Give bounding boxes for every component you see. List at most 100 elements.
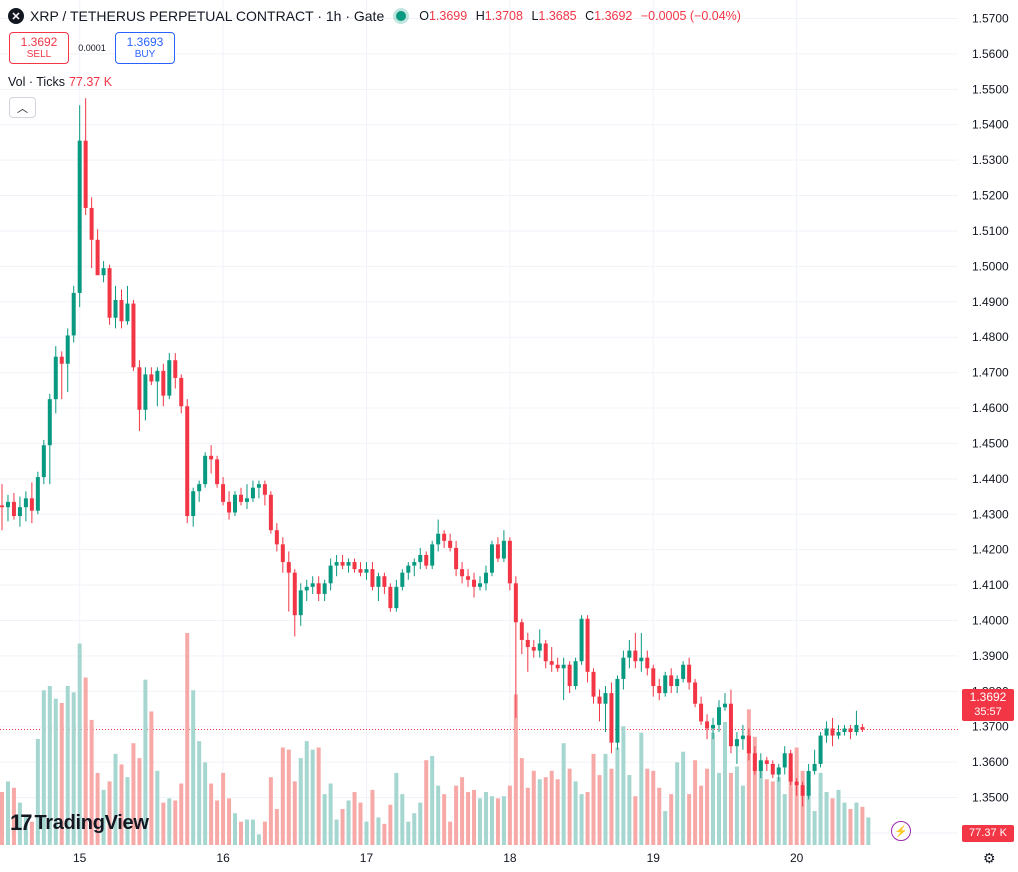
volume-bar: [794, 747, 799, 845]
candle-body: [555, 664, 560, 669]
candle-body: [489, 544, 494, 573]
candle-body: [53, 356, 58, 400]
volume-bar: [412, 813, 417, 845]
volume-bar: [268, 777, 273, 845]
volume-bar: [693, 760, 698, 845]
volume-bar: [460, 777, 465, 845]
candle-body: [316, 583, 321, 594]
volume-bar: [107, 781, 112, 845]
candle-body: [507, 540, 512, 584]
symbol-title[interactable]: XRP / TETHERUS PERPETUAL CONTRACT · 1h ·…: [30, 8, 385, 24]
volume-bar: [495, 798, 500, 845]
candle-body: [519, 622, 524, 640]
volume-bar: [657, 787, 662, 845]
volume-bar: [531, 770, 536, 845]
volume-bar: [603, 753, 608, 845]
candle-body: [788, 753, 793, 782]
volume-bar: [280, 747, 285, 845]
volume-bar: [262, 821, 267, 845]
volume-bar: [137, 758, 142, 845]
candle-body: [77, 140, 82, 293]
price-tick-label: 1.5700: [972, 11, 1009, 25]
settings-gear-icon[interactable]: ⚙: [983, 850, 996, 866]
candle-body: [812, 763, 817, 771]
candle-body: [687, 664, 692, 683]
candle-body: [627, 650, 632, 658]
candle-body: [412, 562, 417, 566]
volume-bar: [83, 677, 88, 845]
candle-body: [448, 540, 453, 548]
price-tick-label: 1.4400: [972, 472, 1009, 486]
volume-bar: [143, 679, 148, 845]
volume-bar: [185, 633, 190, 845]
volume-bar: [101, 789, 106, 845]
candle-body: [525, 639, 530, 648]
tradingview-logo[interactable]: 17 TradingView: [10, 810, 149, 835]
candle-body: [394, 586, 399, 609]
candle-body: [549, 661, 554, 665]
candle-body: [256, 484, 261, 488]
candle-body: [191, 491, 196, 517]
volume-bar: [5, 781, 10, 845]
volume-bar: [860, 806, 865, 845]
candle-body: [376, 576, 381, 587]
candle-body: [244, 498, 249, 502]
volume-bar: [740, 785, 745, 845]
volume-bar: [705, 768, 710, 845]
volume-bar: [770, 781, 775, 845]
volume-bar: [191, 690, 196, 845]
candle-body: [597, 696, 602, 704]
volume-bar: [585, 792, 590, 845]
candle-body: [615, 678, 620, 743]
buy-button[interactable]: 1.3693 BUY: [115, 32, 175, 64]
candle-body: [107, 268, 112, 318]
volume-bar: [310, 749, 315, 845]
candle-body: [23, 498, 28, 508]
volume-bar: [758, 760, 763, 845]
time-tick-label: 18: [503, 851, 517, 865]
candle-body: [454, 547, 459, 570]
volume-bar: [776, 777, 781, 845]
lightning-icon[interactable]: ⚡: [891, 821, 911, 841]
candle-body: [836, 732, 841, 736]
candle-body: [346, 562, 351, 566]
volume-bar: [436, 785, 441, 845]
candle-body: [430, 544, 435, 566]
time-tick-label: 15: [73, 851, 87, 865]
candle-body: [83, 140, 88, 208]
market-status-icon[interactable]: [396, 11, 407, 21]
volume-bar: [848, 808, 853, 845]
candle-body: [711, 724, 716, 729]
xrp-icon[interactable]: ✕: [8, 8, 24, 24]
collapse-legend-button[interactable]: ︿: [9, 97, 36, 118]
volume-bar: [244, 819, 249, 845]
volume-bar: [53, 698, 58, 845]
volume-bar: [298, 758, 303, 845]
volume-bar: [681, 751, 686, 845]
price-tick-label: 1.4300: [972, 507, 1009, 521]
sell-button[interactable]: 1.3692 SELL: [9, 32, 69, 64]
candle-body: [663, 675, 668, 694]
volume-bar: [47, 686, 52, 845]
candle-body: [436, 533, 441, 545]
last-price-label: 1.3692 35:57: [962, 689, 1014, 721]
volume-bar: [71, 692, 76, 845]
candle-body: [717, 707, 721, 725]
volume-bar: [555, 779, 560, 845]
volume-bar: [764, 779, 769, 845]
volume-bar: [722, 722, 727, 845]
candle-body: [95, 239, 100, 276]
volume-bar: [59, 702, 64, 845]
volume-bar: [161, 802, 166, 845]
volume-bar: [561, 743, 566, 845]
candle-body: [113, 300, 118, 318]
candle-body: [669, 675, 674, 687]
volume-legend[interactable]: Vol · Ticks 77.37 K: [8, 75, 113, 89]
volume-bar: [669, 794, 674, 845]
candle-body: [764, 760, 769, 764]
volume-bar: [173, 800, 178, 845]
volume-bar: [609, 768, 614, 845]
candle-body: [842, 728, 847, 733]
volume-bar: [11, 787, 16, 845]
